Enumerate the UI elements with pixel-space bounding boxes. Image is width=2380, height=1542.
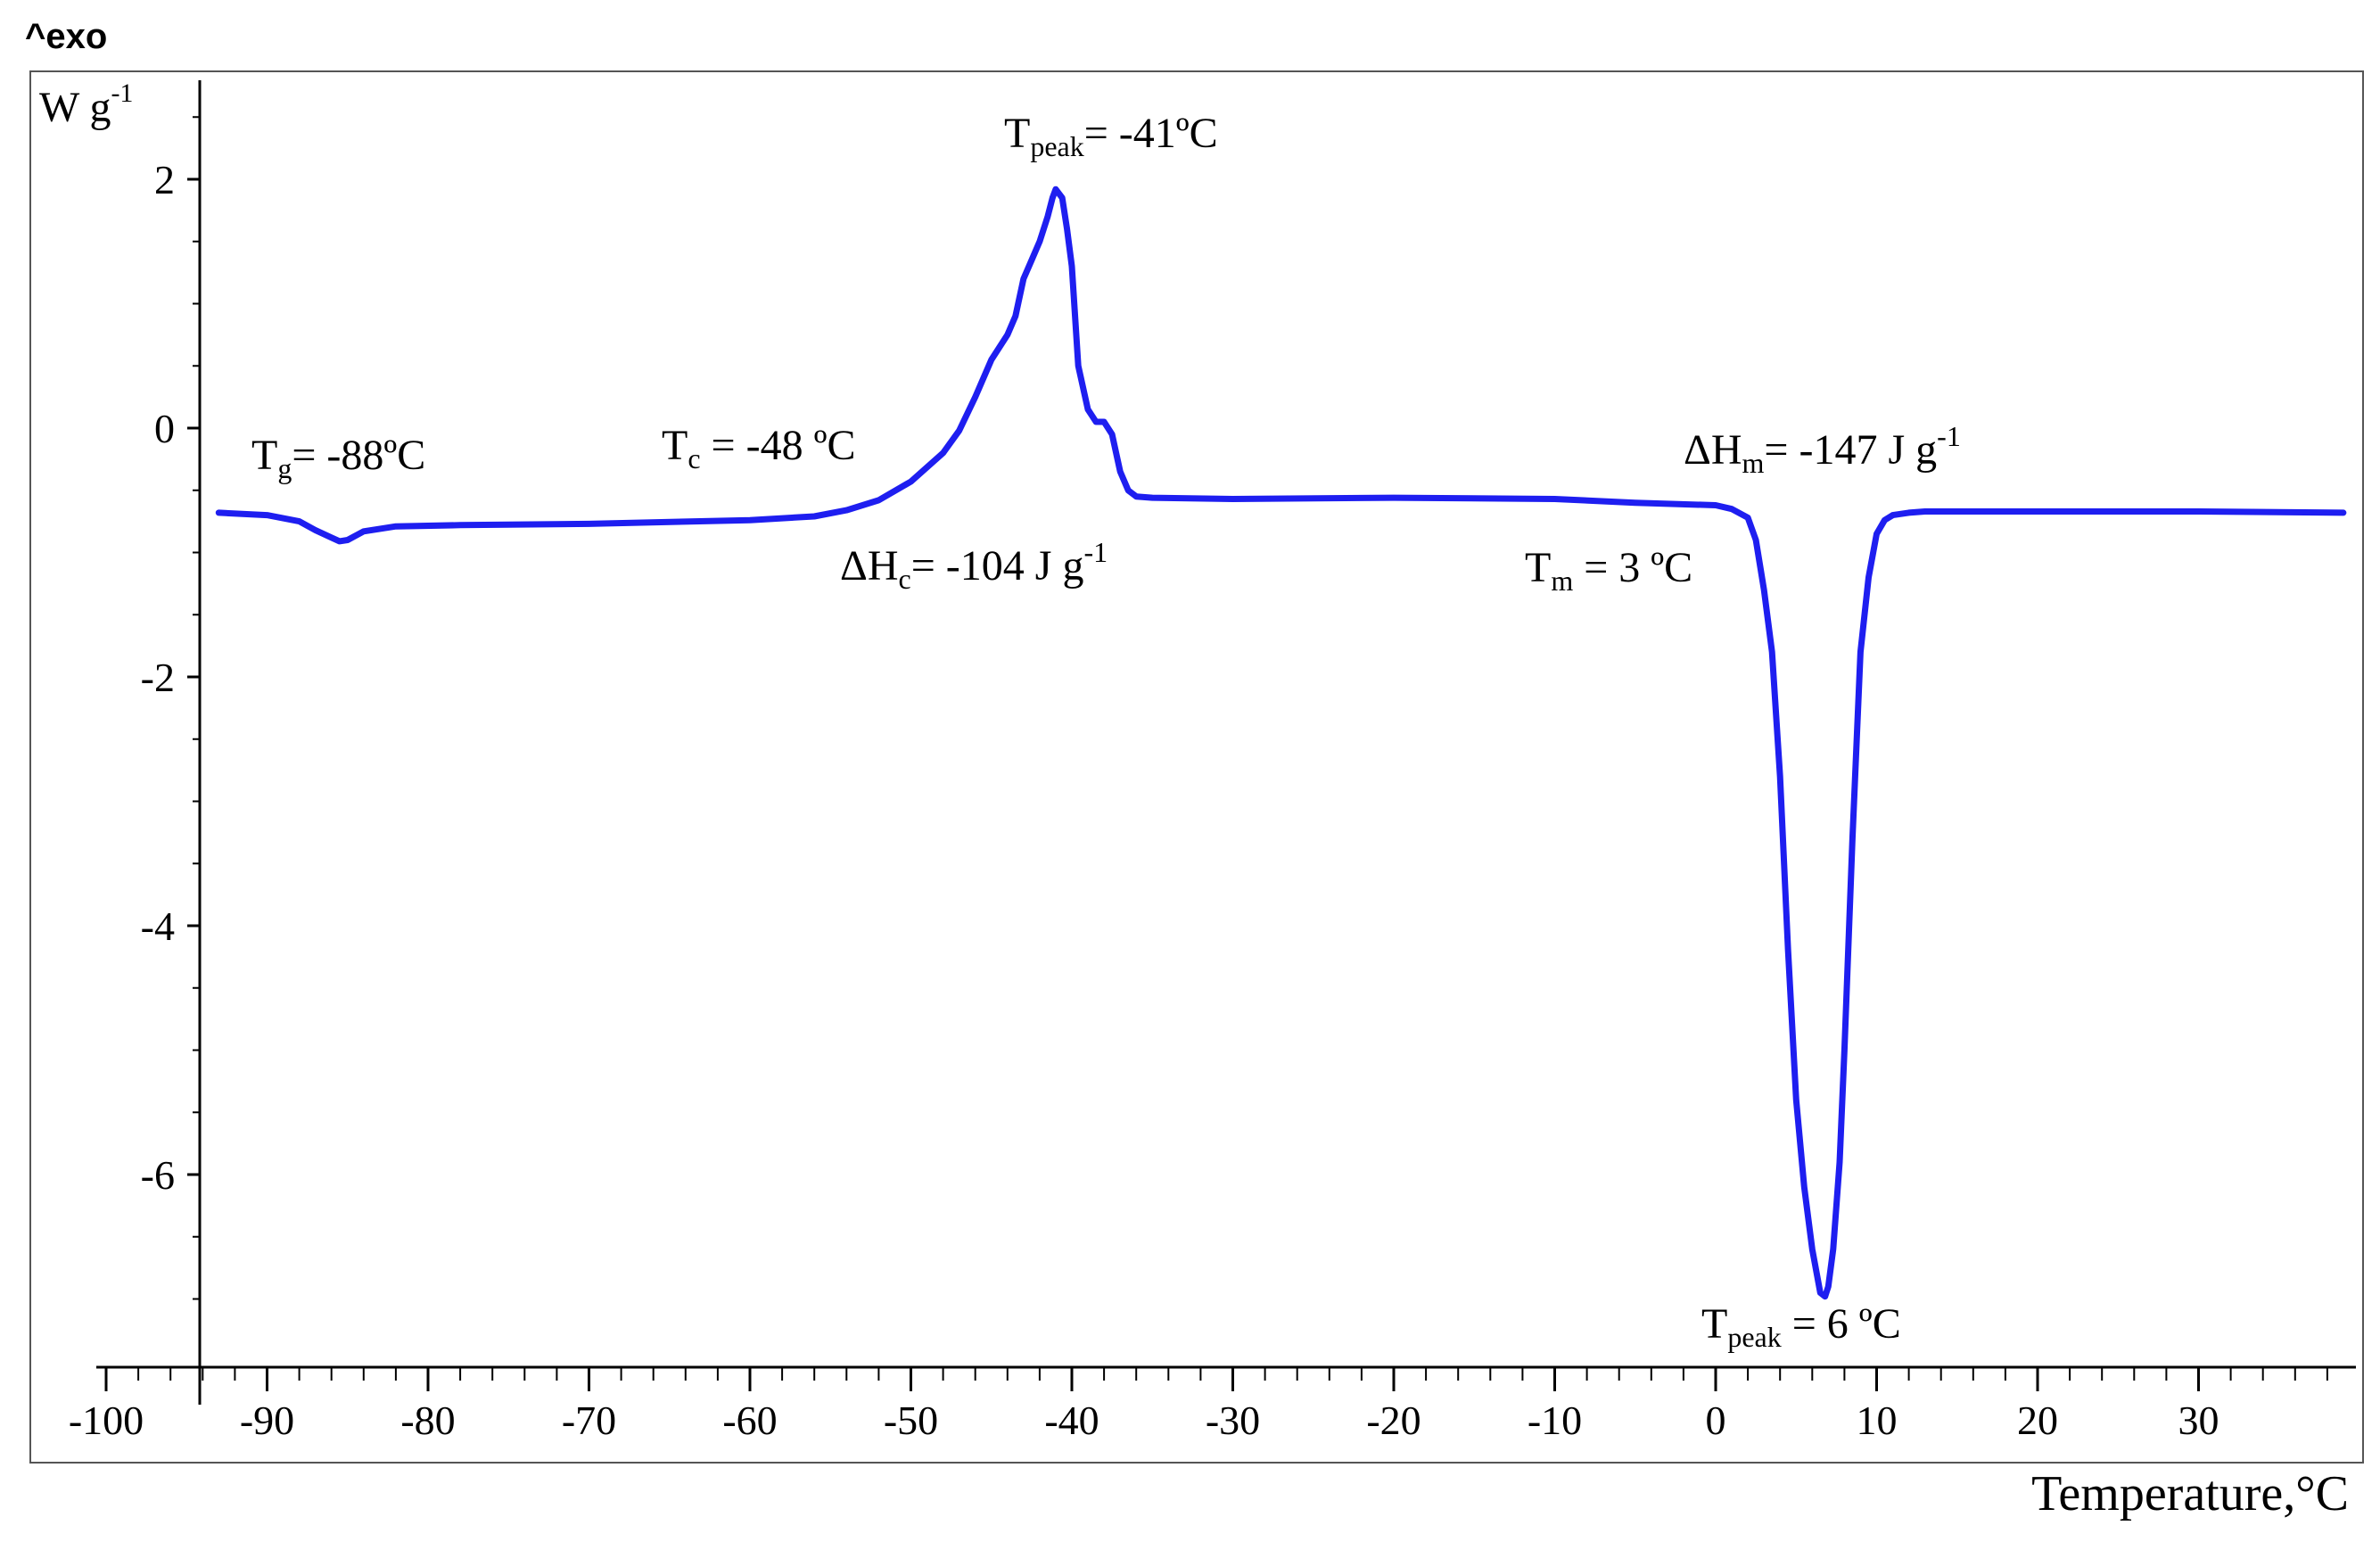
x-tick-label: -60	[722, 1398, 777, 1443]
x-tick-label: 10	[1857, 1398, 1898, 1443]
x-tick-label: 0	[1706, 1398, 1726, 1443]
heat-flow-curve	[215, 186, 2347, 1300]
y-tick-label: -6	[141, 1152, 175, 1198]
x-tick-label: -50	[884, 1398, 938, 1443]
x-tick-label: -20	[1366, 1398, 1421, 1443]
annotation-tm: Tm = 3 ºC	[1525, 544, 1692, 597]
annotation-dhm: ΔHm= -147 J g-1	[1684, 420, 1961, 479]
x-axis-label: Temperature,°C	[2031, 1466, 2349, 1521]
x-tick-label: -10	[1528, 1398, 1582, 1443]
y-axis-label: W g-1	[39, 78, 133, 131]
x-tick-label: -90	[240, 1398, 294, 1443]
annotation-tg: Tg= -88ºC	[251, 432, 425, 484]
annotation-tc: Tc = -48 ºC	[662, 422, 855, 474]
corner-label: ^exo	[25, 17, 107, 56]
annotation-tpeak-melting: Tpeak = 6 ºC	[1701, 1300, 1901, 1353]
x-tick-label: -30	[1206, 1398, 1260, 1443]
x-tick-label: -70	[562, 1398, 616, 1443]
x-ticks: -100 -90 -80 -70 -60 -50 -40 -30 -20 -10 0 10 20 30	[69, 1367, 2328, 1443]
y-ticks: 2 0 -2 -4 -6	[141, 116, 200, 1300]
y-tick-label: 2	[154, 157, 175, 202]
x-tick-label: -100	[69, 1398, 144, 1443]
y-tick-label: 0	[154, 406, 175, 451]
x-tick-label: 20	[2017, 1398, 2058, 1443]
annotation-tpeak-crystallization: Tpeak= -41ºC	[1004, 110, 1218, 162]
y-tick-label: -2	[141, 655, 175, 700]
y-tick-label: -4	[141, 903, 175, 949]
x-tick-label: -80	[400, 1398, 455, 1443]
plot-frame	[29, 70, 2364, 1464]
annotation-dhc: ΔHc= -104 J g-1	[840, 536, 1108, 595]
x-tick-label: -40	[1044, 1398, 1099, 1443]
x-tick-label: 30	[2178, 1398, 2219, 1443]
